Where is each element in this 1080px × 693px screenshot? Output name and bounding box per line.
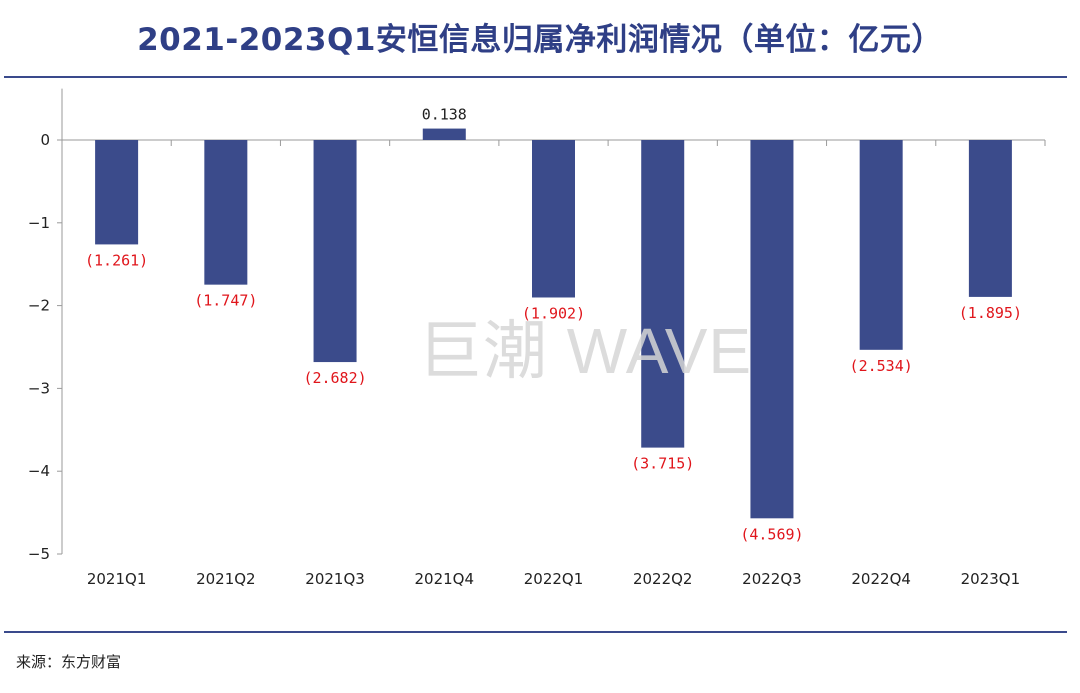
data-label: (2.534): [850, 357, 913, 375]
bar-2021Q2: [204, 140, 248, 285]
data-label: (4.569): [740, 525, 803, 543]
y-tick-label: 0: [40, 131, 50, 149]
bar-2022Q2: [641, 140, 685, 448]
category-label: 2022Q2: [633, 570, 693, 588]
data-label: 0.138: [422, 106, 467, 124]
chart-title: 2021-2023Q1安恒信息归属净利润情况（单位：亿元）: [137, 22, 943, 58]
data-label: (3.715): [631, 455, 694, 473]
bar-2022Q1: [532, 140, 575, 298]
y-tick-label: −3: [28, 379, 50, 397]
category-label: 2021Q3: [305, 570, 365, 588]
category-label: 2021Q2: [196, 570, 256, 588]
source-note: 来源：东方财富: [16, 653, 122, 671]
footer-divider: [4, 631, 1067, 633]
y-tick-label: −2: [28, 297, 50, 315]
watermark: 巨潮 WAVE: [418, 315, 753, 387]
y-tick-label: −4: [28, 462, 50, 480]
bar-2021Q4: [422, 128, 466, 140]
y-tick-label: −5: [28, 545, 50, 563]
bar-2023Q1: [968, 140, 1012, 297]
bar-2022Q4: [859, 140, 903, 350]
category-label: 2022Q3: [742, 570, 802, 588]
category-label: 2022Q4: [851, 570, 911, 588]
data-label: (1.261): [85, 251, 148, 269]
title-divider: [4, 76, 1067, 78]
bar-2021Q1: [95, 140, 139, 245]
bar-chart: 0 −1 −2 −3 −4 −5 (1.261) 2021Q1 (1.747) 2021Q2 (2.…: [28, 88, 1046, 588]
y-tick-label: −1: [28, 214, 50, 232]
category-label: 2021Q1: [87, 570, 147, 588]
data-label: (2.682): [303, 369, 366, 387]
bar-2022Q3: [750, 140, 794, 519]
category-label: 2023Q1: [961, 570, 1021, 588]
data-label: (1.895): [959, 304, 1022, 322]
data-label: (1.747): [194, 292, 257, 310]
data-label: (1.902): [522, 304, 585, 322]
category-label: 2021Q4: [415, 570, 475, 588]
category-label: 2022Q1: [524, 570, 584, 588]
bar-2021Q3: [313, 140, 357, 363]
